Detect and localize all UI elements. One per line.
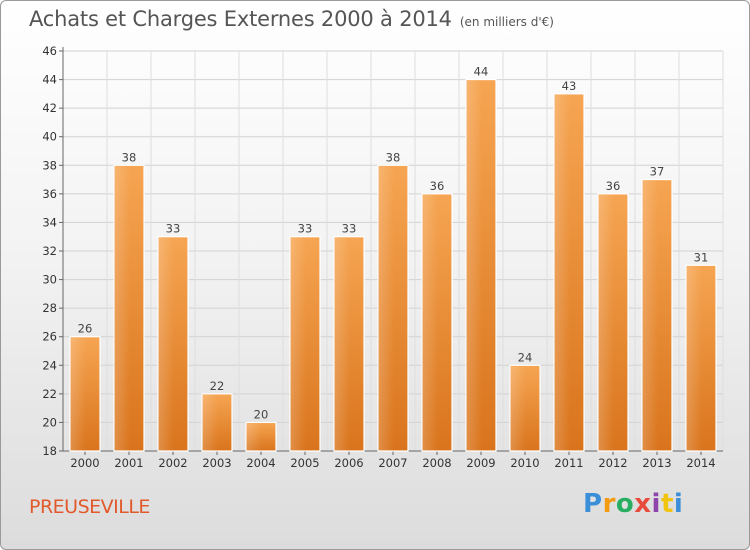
logo-letter: t: [660, 489, 674, 519]
data-label: 33: [166, 222, 181, 236]
x-tick-label: 2005: [290, 456, 319, 470]
y-tick-label: 44: [42, 73, 57, 87]
x-tick-label: 2003: [202, 456, 231, 470]
x-tick-label: 2012: [598, 456, 627, 470]
data-label: 38: [386, 150, 401, 164]
labels: 18 20 22 24 26 28 30 32 34 36 38 40 42 44 46 26 2000 38 20…: [42, 44, 715, 470]
data-label: 33: [298, 222, 313, 236]
y-tick-label: 24: [42, 358, 57, 372]
data-label: 22: [210, 379, 225, 393]
x-tick-label: 2013: [642, 456, 671, 470]
bar-highlight: [71, 337, 86, 451]
title-block: Achats et Charges Externes 2000 à 2014 (e…: [29, 7, 554, 31]
x-tick-label: 2011: [554, 456, 583, 470]
bar-highlight: [379, 166, 394, 452]
bar-highlight: [643, 180, 658, 452]
x-tick-label: 2000: [70, 456, 99, 470]
data-label: 24: [518, 350, 533, 364]
x-tick-label: 2002: [158, 456, 187, 470]
chart-subtitle: (en milliers d'€): [459, 15, 554, 29]
bar-highlight: [291, 237, 306, 451]
y-tick-label: 42: [42, 101, 57, 115]
data-label: 44: [474, 65, 489, 79]
x-tick-label: 2009: [466, 456, 495, 470]
y-tick-label: 22: [42, 387, 57, 401]
x-tick-label: 2014: [686, 456, 715, 470]
data-label: 37: [650, 165, 665, 179]
data-label: 33: [342, 222, 357, 236]
x-tick-label: 2007: [378, 456, 407, 470]
x-tick-label: 2004: [246, 456, 275, 470]
x-tick-label: 2001: [114, 456, 143, 470]
logo-letter: i: [673, 489, 684, 519]
x-tick-label: 2006: [334, 456, 363, 470]
x-tick-label: 2008: [422, 456, 451, 470]
data-label: 36: [430, 179, 445, 193]
logo-letter: x: [634, 489, 652, 519]
bar-highlight: [511, 366, 526, 451]
y-tick-label: 20: [42, 415, 57, 429]
y-tick-label: 40: [42, 130, 57, 144]
logo-letter: P: [583, 489, 603, 519]
bar-highlight: [423, 194, 438, 451]
bar-highlight: [687, 266, 702, 451]
y-tick-label: 26: [42, 330, 57, 344]
commune-name: PREUSEVILLE: [29, 496, 150, 518]
data-label: 26: [78, 322, 93, 336]
logo-letter: o: [615, 489, 635, 519]
y-tick-label: 28: [42, 301, 57, 315]
bars: [69, 78, 717, 452]
data-label: 43: [562, 79, 577, 93]
data-label: 20: [254, 407, 269, 421]
bar-highlight: [159, 237, 174, 451]
chart-title: Achats et Charges Externes 2000 à 2014: [29, 7, 452, 31]
proxiti-logo[interactable]: Proxiti: [583, 489, 683, 519]
bar-highlight: [203, 394, 218, 451]
bar-highlight: [555, 94, 570, 451]
y-tick-label: 36: [42, 187, 57, 201]
logo-letter: i: [651, 489, 661, 519]
bar-highlight: [599, 194, 614, 451]
y-tick-label: 34: [42, 215, 57, 229]
y-tick-label: 18: [42, 444, 57, 458]
x-tick-label: 2010: [510, 456, 539, 470]
bar-highlight: [115, 166, 130, 452]
y-tick-label: 30: [42, 273, 57, 287]
data-label: 38: [122, 150, 137, 164]
data-label: 36: [606, 179, 621, 193]
logo-letter: r: [602, 489, 616, 519]
bar-highlight: [335, 237, 350, 451]
bar-highlight: [467, 80, 482, 452]
y-tick-label: 46: [42, 44, 57, 58]
bar-highlight: [247, 423, 262, 451]
y-tick-label: 32: [42, 244, 57, 258]
data-label: 31: [694, 250, 709, 264]
y-tick-label: 38: [42, 158, 57, 172]
